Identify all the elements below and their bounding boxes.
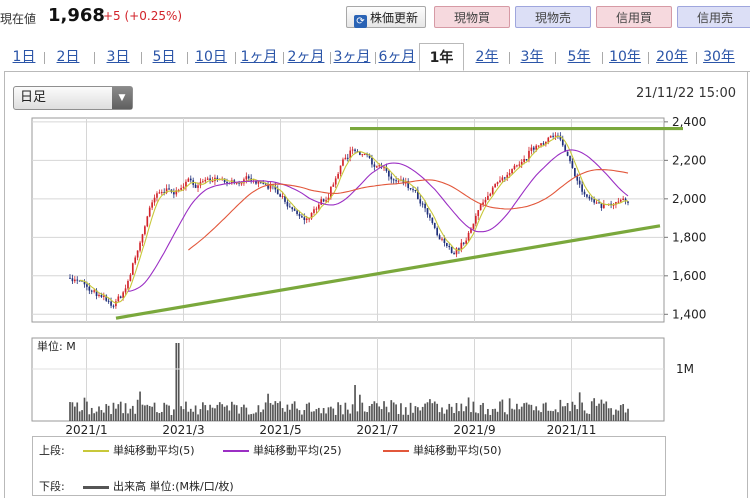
period-select[interactable]: 日足 ▼ xyxy=(13,86,133,110)
legend-lower-label: 下段: xyxy=(39,480,65,493)
tab-6m[interactable]: 6ヶ月 xyxy=(378,49,416,65)
legend-ma50: 単純移動平均(50) xyxy=(383,442,502,458)
tab-3y[interactable]: 3年 xyxy=(520,49,544,65)
chart-panel xyxy=(4,71,748,498)
ma50-swatch xyxy=(383,450,409,452)
chevron-down-icon: ▼ xyxy=(112,87,132,109)
current-price: 1,968 xyxy=(48,5,105,26)
refresh-price-button[interactable]: ⟳ 株価更新 xyxy=(346,6,426,28)
cash-buy-button[interactable]: 現物買 xyxy=(434,6,510,28)
volume-swatch xyxy=(83,485,109,489)
period-tabs: 1日 2日 3日 5日 10日 1ヶ月 2ヶ月 3ヶ月 6ヶ月 1年 2年 3年… xyxy=(4,43,750,72)
current-price-label: 現在値 xyxy=(0,12,37,26)
margin-buy-button[interactable]: 信用買 xyxy=(596,6,672,28)
tab-3d[interactable]: 3日 xyxy=(106,49,130,65)
cash-sell-button[interactable]: 現物売 xyxy=(515,6,591,28)
legend-volume: 出来高 単位:(M株/口/枚) xyxy=(83,478,234,494)
ma5-swatch xyxy=(83,450,109,452)
tab-2y[interactable]: 2年 xyxy=(475,49,499,65)
tab-1m[interactable]: 1ヶ月 xyxy=(240,49,278,65)
tab-30y[interactable]: 30年 xyxy=(703,49,735,65)
margin-sell-button[interactable]: 信用売 xyxy=(677,6,750,28)
legend: 上段: 単純移動平均(5) 単純移動平均(25) 単純移動平均(50) 下段: … xyxy=(32,436,666,496)
chart-datetime: 21/11/22 15:00 xyxy=(636,86,736,101)
refresh-label: 株価更新 xyxy=(369,11,418,25)
price-change: +5 (+0.25%) xyxy=(103,9,183,23)
tab-2d[interactable]: 2日 xyxy=(56,49,80,65)
legend-ma5: 単純移動平均(5) xyxy=(83,442,195,458)
tab-5y[interactable]: 5年 xyxy=(567,49,591,65)
tab-10y[interactable]: 10年 xyxy=(609,49,641,65)
tab-2m[interactable]: 2ヶ月 xyxy=(287,49,325,65)
legend-ma25: 単純移動平均(25) xyxy=(223,442,342,458)
quote-header: 現在値 1,968 +5 (+0.25%) ⟳ 株価更新 現物買 現物売 信用買 … xyxy=(0,0,750,36)
refresh-icon: ⟳ xyxy=(353,15,367,28)
legend-upper-label: 上段: xyxy=(39,444,65,457)
tab-1y[interactable]: 1年 xyxy=(419,43,464,71)
tab-1d[interactable]: 1日 xyxy=(12,49,36,65)
tab-20y[interactable]: 20年 xyxy=(656,49,688,65)
tab-5d[interactable]: 5日 xyxy=(152,49,176,65)
tab-10d[interactable]: 10日 xyxy=(195,49,227,65)
tab-3m[interactable]: 3ヶ月 xyxy=(333,49,371,65)
ma25-swatch xyxy=(223,450,249,452)
period-select-value: 日足 xyxy=(20,90,47,105)
